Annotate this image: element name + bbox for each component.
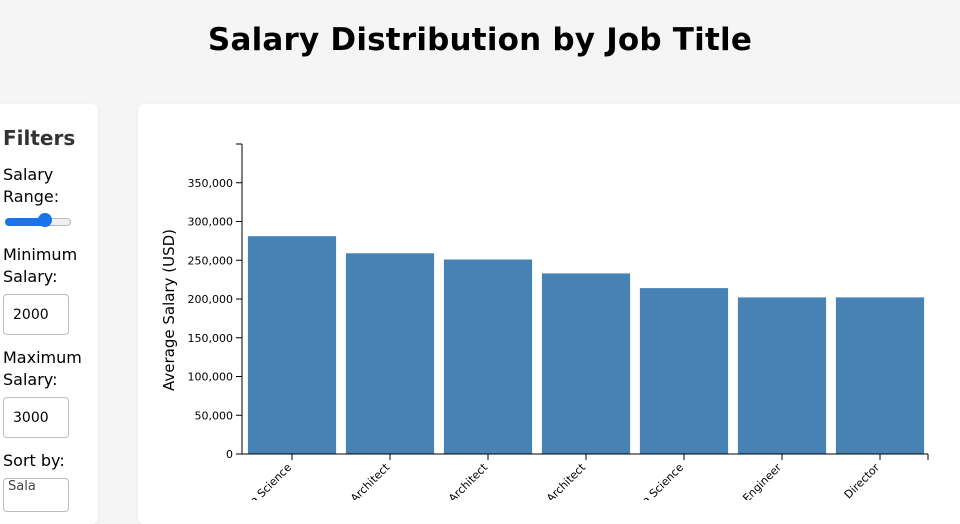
y-tick-label: 150,000 xyxy=(188,332,234,345)
bar xyxy=(639,288,729,454)
bar xyxy=(835,297,925,454)
max-salary-label: Maximum Salary: xyxy=(3,348,82,389)
bar xyxy=(737,297,827,454)
min-salary-label: Minimum Salary: xyxy=(3,245,78,286)
y-tick-label: 250,000 xyxy=(188,254,234,267)
salary-bar-chart: 0 50,000 100,000 150,000 200,000 250,000 300,0… xyxy=(160,143,929,500)
x-tick-label: Architect xyxy=(446,460,491,500)
bar xyxy=(541,273,631,454)
salary-range-label: Salary Range: xyxy=(3,165,60,206)
page-title: Salary Distribution by Job Title xyxy=(207,22,753,58)
x-tick-label: a Science xyxy=(248,461,295,500)
bar xyxy=(345,253,435,454)
x-tick-label: Director xyxy=(842,461,883,500)
chart-panel: 0 50,000 100,000 150,000 200,000 250,000 300,0… xyxy=(138,104,960,524)
y-tick-label: 0 xyxy=(226,448,233,461)
salary-range-thumb[interactable] xyxy=(38,213,52,227)
y-tick-label: 100,000 xyxy=(188,371,234,384)
bar xyxy=(443,259,533,454)
salary-range-fill xyxy=(5,218,45,226)
y-tick-label: 300,000 xyxy=(188,216,234,229)
x-tick-label: Architect xyxy=(544,460,589,500)
filters-title: Filters xyxy=(3,126,76,150)
sort-by-label: Sort by: xyxy=(3,451,65,470)
y-tick-label: 350,000 xyxy=(188,177,234,190)
x-tick-label: Engineer xyxy=(740,461,784,500)
y-tick-label: 50,000 xyxy=(195,409,234,422)
sort-by-value: Sala xyxy=(8,479,36,494)
y-axis-label: Average Salary (USD) xyxy=(160,229,178,391)
min-salary-input[interactable] xyxy=(3,294,69,335)
filters-panel: Filters Salary Range: Minimum Salary: Ma… xyxy=(0,104,98,524)
y-tick-label: 200,000 xyxy=(188,293,234,306)
salary-range-slider[interactable] xyxy=(5,212,71,230)
max-salary-input[interactable] xyxy=(3,397,69,438)
sort-by-select[interactable]: Sala xyxy=(3,478,69,512)
x-tick-label: a Science xyxy=(640,461,687,500)
x-tick-label: Architect xyxy=(348,460,393,500)
bar xyxy=(247,236,337,454)
